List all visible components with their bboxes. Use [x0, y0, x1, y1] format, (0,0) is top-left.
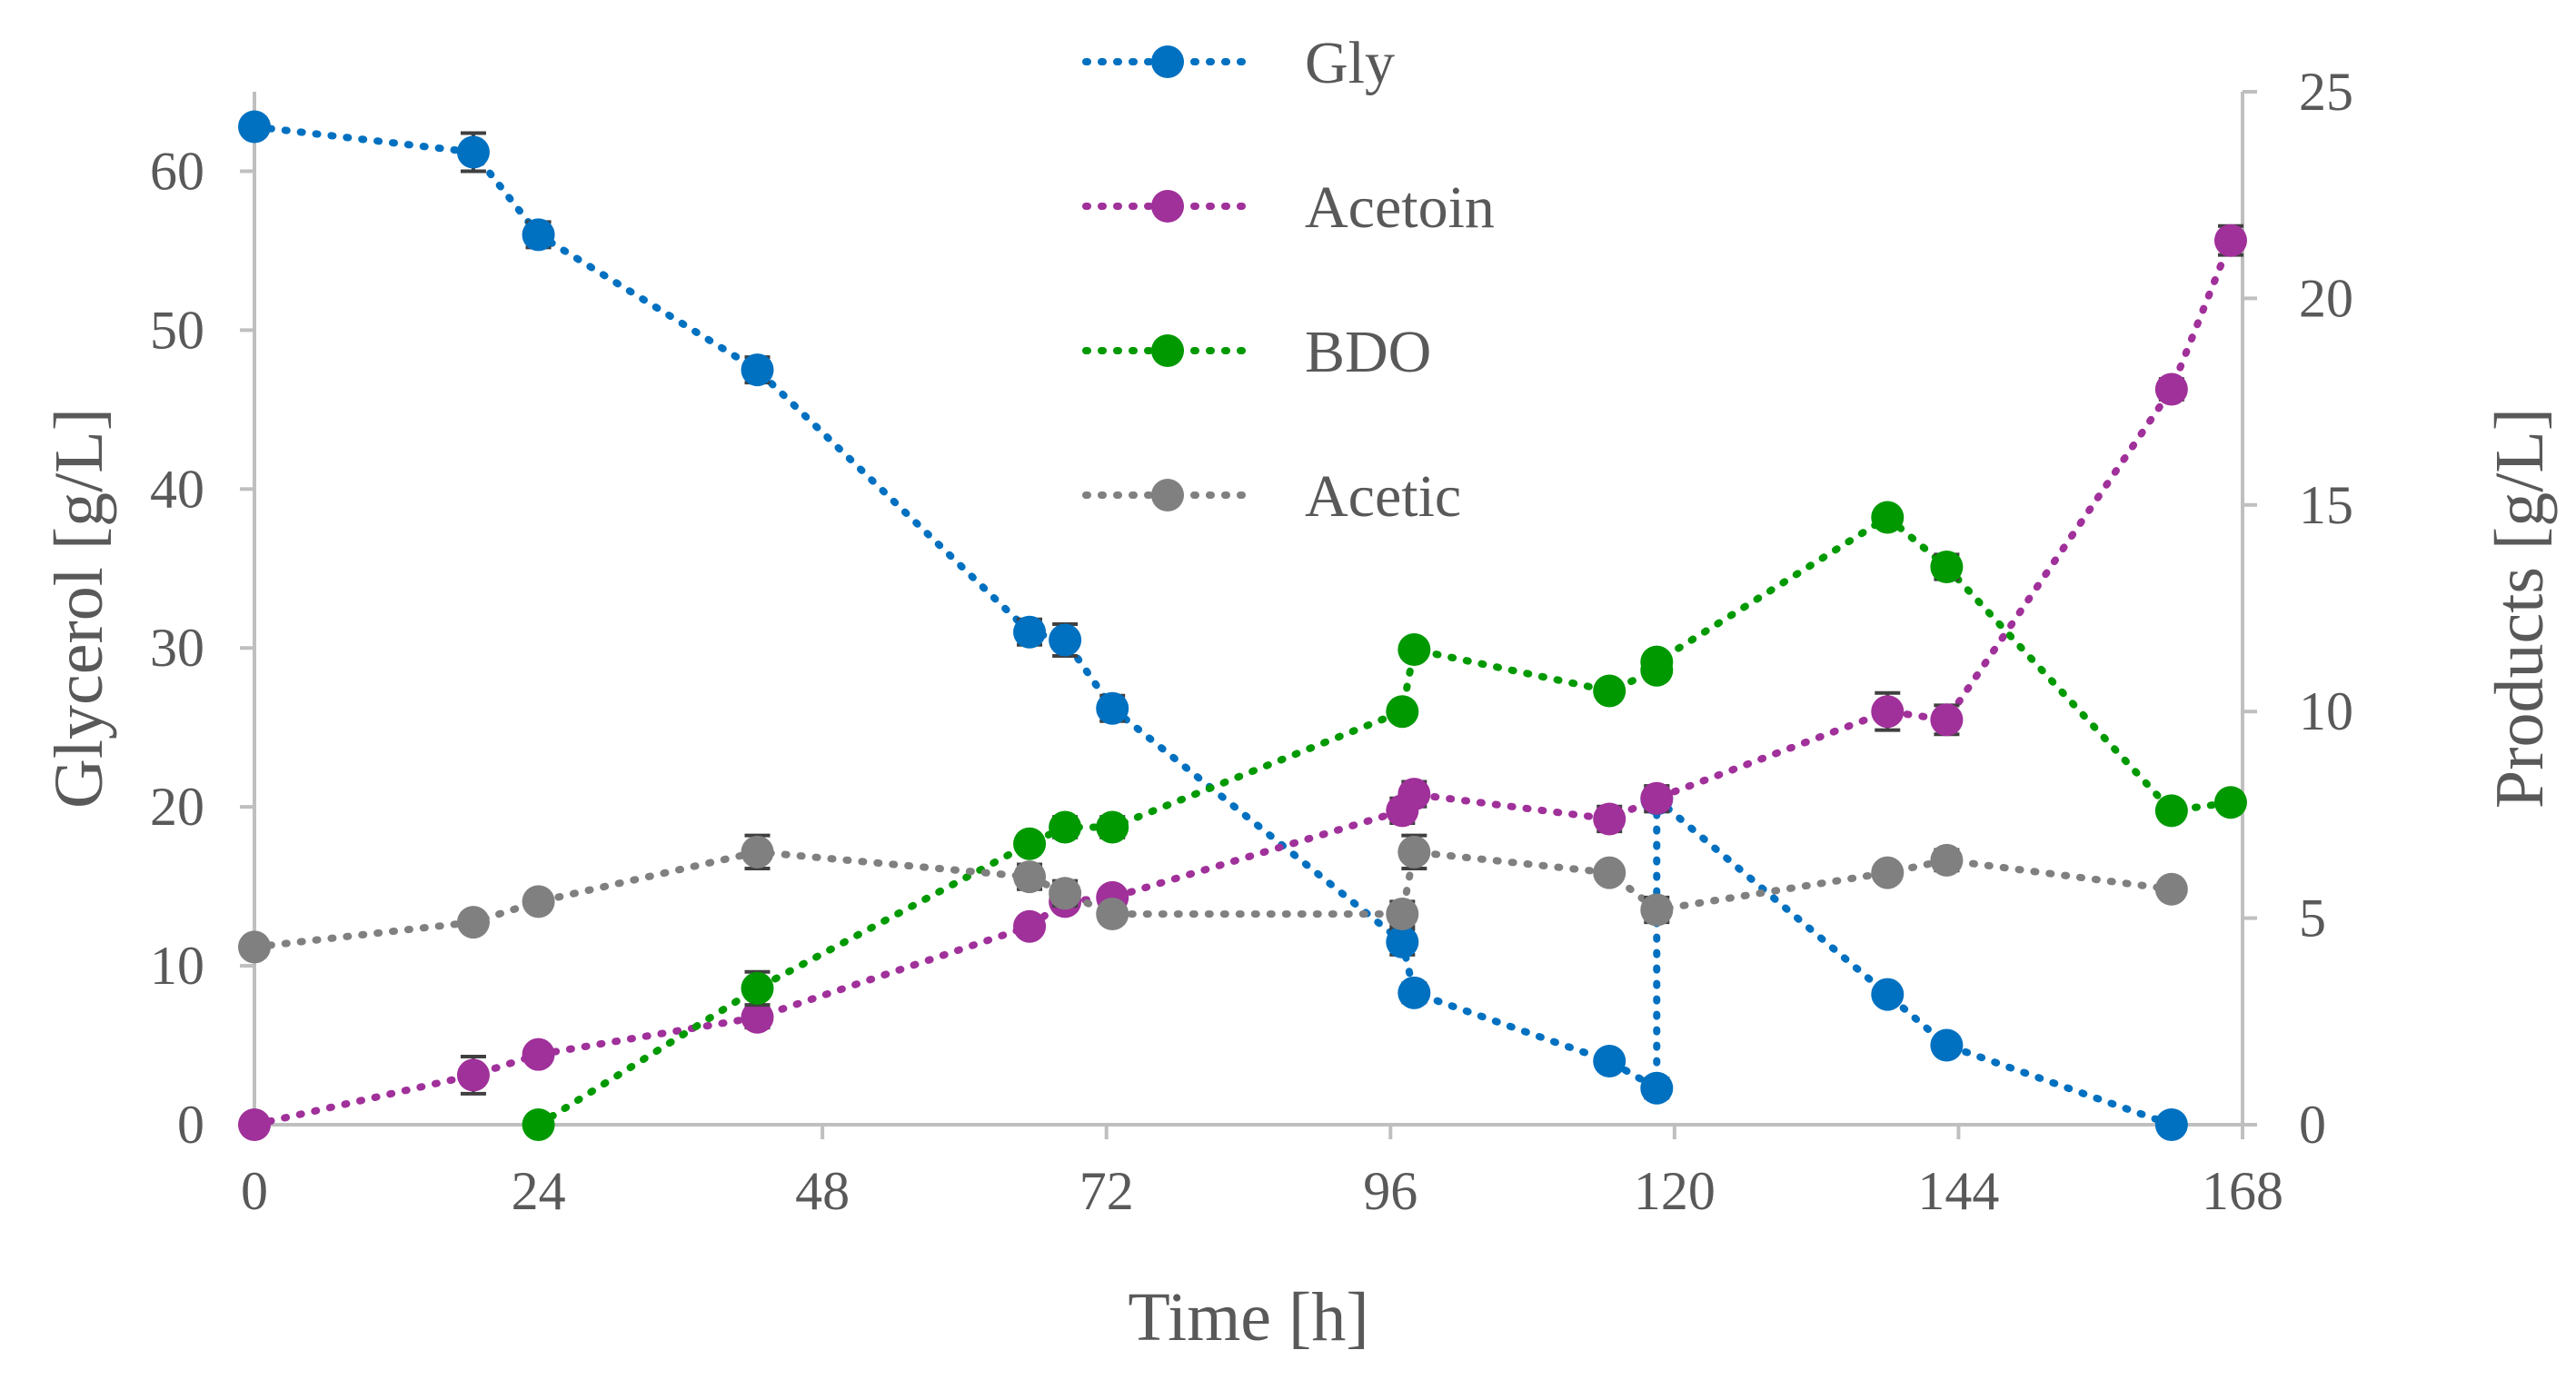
- data-point-bdo: [741, 971, 774, 1005]
- data-point-gly: [741, 353, 774, 387]
- data-point-gly: [1871, 978, 1905, 1011]
- legend-marker-bdo: [1151, 334, 1184, 367]
- data-point-gly: [1013, 615, 1047, 649]
- data-point-bdo: [1930, 551, 1964, 584]
- data-point-bdo: [1096, 810, 1129, 844]
- y-right-tick-label: 0: [2299, 1095, 2326, 1155]
- data-point-acetic: [1397, 835, 1431, 869]
- series-gly: [238, 110, 2188, 1141]
- data-point-acetoin: [1397, 778, 1431, 811]
- data-point-acetoin: [456, 1058, 490, 1092]
- y-right-tick-label: 25: [2299, 62, 2353, 122]
- data-point-bdo: [1049, 810, 1082, 844]
- data-point-bdo: [2154, 794, 2188, 828]
- y-right-axis-title: Products [g/L]: [2482, 408, 2558, 809]
- y-left-tick-label: 60: [150, 141, 204, 201]
- data-point-gly: [1386, 925, 1419, 958]
- data-point-acetic: [1096, 898, 1129, 931]
- y-left-axis-title: Glycerol [g/L]: [41, 408, 117, 809]
- y-right-tick-label: 10: [2299, 681, 2353, 741]
- data-point-bdo: [1871, 501, 1905, 534]
- series-line-acetoin: [251, 236, 2234, 1128]
- data-point-acetic: [2154, 872, 2188, 906]
- data-point-acetic: [741, 835, 774, 869]
- legend-marker-gly: [1151, 45, 1184, 78]
- y-left-tick-label: 0: [177, 1095, 204, 1155]
- y-left-tick-label: 30: [150, 618, 204, 678]
- data-point-gly: [1397, 976, 1431, 1009]
- data-point-acetic: [1593, 856, 1626, 889]
- data-point-acetic: [456, 906, 490, 939]
- data-point-bdo: [1397, 632, 1431, 666]
- data-point-acetoin: [1871, 695, 1905, 729]
- legend-label-bdo: BDO: [1305, 319, 1431, 385]
- data-point-acetoin: [741, 1000, 774, 1034]
- data-point-acetoin: [522, 1037, 555, 1071]
- legend-marker-acetic: [1151, 479, 1184, 511]
- x-tick-label: 168: [2202, 1161, 2283, 1221]
- legend-item-gly: Gly: [1082, 30, 1395, 96]
- y-right-tick-label: 5: [2299, 889, 2326, 948]
- data-point-gly: [1593, 1045, 1626, 1078]
- y-right-tick-label: 15: [2299, 475, 2353, 535]
- data-point-acetoin: [1013, 909, 1047, 943]
- legend-label-acetoin: Acetoin: [1305, 174, 1495, 241]
- data-point-bdo: [1640, 645, 1674, 679]
- data-point-acetic: [1930, 843, 1964, 877]
- series-bdo: [522, 501, 2247, 1141]
- data-point-acetoin: [1640, 781, 1674, 815]
- y-left-tick-label: 10: [150, 936, 204, 996]
- data-point-acetoin: [2213, 223, 2247, 257]
- series-acetic: [238, 833, 2188, 964]
- legend-label-gly: Gly: [1305, 30, 1395, 96]
- data-point-gly: [1930, 1028, 1964, 1062]
- legend-marker-acetoin: [1151, 190, 1184, 223]
- data-point-acetoin: [1930, 703, 1964, 737]
- legend-item-acetic: Acetic: [1082, 463, 1461, 530]
- x-tick-label: 120: [1634, 1161, 1716, 1221]
- data-point-acetic: [522, 885, 555, 918]
- data-point-acetoin: [1593, 802, 1626, 836]
- data-point-gly: [238, 110, 271, 144]
- data-point-bdo: [1386, 695, 1419, 729]
- x-tick-label: 96: [1363, 1161, 1417, 1221]
- data-point-gly: [1049, 623, 1082, 657]
- series-line-acetic: [251, 848, 2175, 951]
- data-point-gly: [1096, 691, 1129, 725]
- data-point-acetic: [1871, 856, 1905, 889]
- data-point-acetic: [238, 930, 271, 964]
- data-point-bdo: [2213, 786, 2247, 819]
- legend-item-bdo: BDO: [1082, 319, 1431, 385]
- data-point-bdo: [522, 1108, 555, 1141]
- data-point-gly: [522, 218, 555, 252]
- series-line-bdo: [534, 513, 2234, 1128]
- x-tick-label: 0: [241, 1161, 268, 1221]
- data-point-acetic: [1386, 898, 1419, 931]
- x-tick-label: 72: [1079, 1161, 1134, 1221]
- data-point-acetic: [1640, 893, 1674, 927]
- data-point-acetic: [1049, 877, 1082, 910]
- data-point-gly: [456, 135, 490, 169]
- x-tick-label: 144: [1917, 1161, 1999, 1221]
- x-tick-label: 24: [512, 1161, 566, 1221]
- series-acetoin: [238, 223, 2247, 1141]
- data-point-bdo: [1013, 827, 1047, 860]
- legend-label-acetic: Acetic: [1305, 463, 1461, 530]
- y-left-tick-label: 20: [150, 777, 204, 837]
- y-right-tick-label: 20: [2299, 268, 2353, 328]
- data-point-acetoin: [2154, 372, 2188, 406]
- x-tick-label: 48: [795, 1161, 850, 1221]
- data-point-bdo: [1593, 674, 1626, 708]
- legend-item-acetoin: Acetoin: [1082, 174, 1495, 241]
- data-point-gly: [1640, 1071, 1674, 1105]
- data-point-gly: [2154, 1108, 2188, 1141]
- data-point-acetic: [1013, 860, 1047, 894]
- y-left-tick-label: 40: [150, 459, 204, 519]
- data-point-acetoin: [238, 1108, 271, 1141]
- y-left-tick-label: 50: [150, 300, 204, 360]
- series-line-gly: [251, 123, 2175, 1128]
- x-axis-title: Time [h]: [1128, 1279, 1368, 1355]
